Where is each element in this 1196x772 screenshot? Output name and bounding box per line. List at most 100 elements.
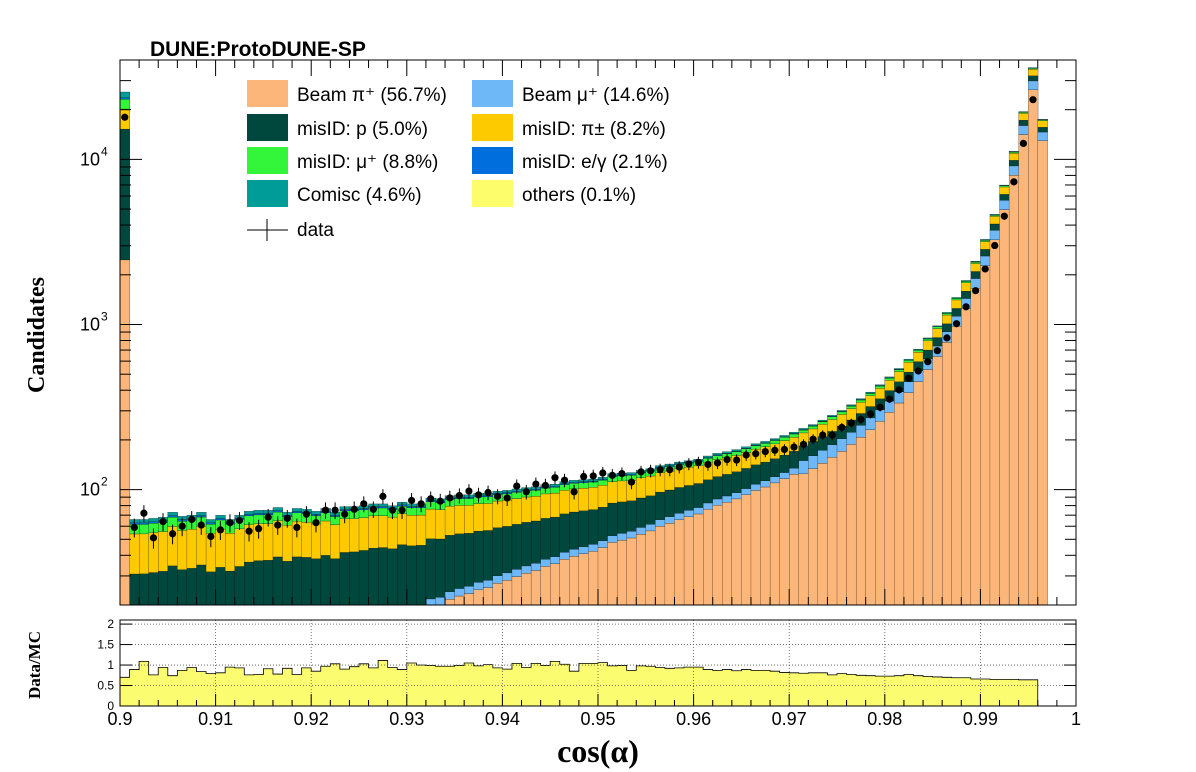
bar-cosmic-53	[626, 472, 637, 475]
data-point-82	[905, 374, 913, 382]
bar-misid_p-10	[215, 567, 226, 606]
bar-beam_pi-96	[1037, 140, 1048, 606]
bar-misid_pi-82	[903, 362, 914, 373]
bar-beam_mu-48	[578, 546, 589, 554]
bar-beam_mu-60	[693, 507, 704, 515]
bar-misid_pi-25	[358, 517, 369, 551]
bar-misid_e-16	[272, 510, 283, 513]
bar-beam_mu-73	[817, 450, 828, 464]
bar-beam_pi-52	[616, 540, 628, 606]
bar-misid_mu-27	[377, 507, 389, 516]
data-point-19	[302, 510, 311, 518]
bar-beam_pi-0	[119, 259, 130, 606]
bar-cosmic-89	[970, 261, 981, 262]
bar-cosmic-72	[808, 424, 819, 426]
data-point-72	[809, 435, 817, 443]
data-point-23	[341, 510, 349, 518]
bar-misid_mu-86	[942, 313, 953, 316]
bar-misid_pi-96	[1037, 120, 1048, 128]
bar-beam_mu-91	[989, 230, 1000, 240]
bar-misid_pi-42	[521, 496, 532, 523]
legend-label-beam_mu: Beam μ⁺ (14.6%)	[522, 85, 670, 106]
bar-misid_mu-70	[789, 433, 800, 438]
x-tick-label: 0.96	[676, 709, 711, 729]
data-point-8	[197, 521, 205, 529]
bar-cosmic-18	[291, 508, 303, 512]
legend-swatch-misid_mu	[247, 147, 288, 174]
ratio-y-tick-label: 2	[107, 617, 114, 631]
data-point-60	[694, 458, 702, 467]
bar-misid_mu-81	[894, 369, 905, 372]
bar-misid_pi-27	[377, 515, 389, 548]
data-point-80	[885, 395, 894, 403]
bar-beam_mu-46	[559, 552, 570, 560]
bar-misid_p-1	[129, 573, 140, 606]
bar-misid_pi-37	[473, 503, 484, 532]
bar-beam_mu-61	[703, 502, 714, 510]
legend-swatch-others	[472, 180, 513, 207]
bar-misid_p-47	[569, 511, 580, 550]
bar-beam_mu-41	[511, 569, 522, 577]
bar-beam_mu-34	[444, 591, 456, 600]
bar-beam_pi-61	[703, 509, 714, 606]
data-point-94	[1019, 139, 1028, 148]
data-point-17	[283, 514, 291, 522]
bar-misid_pi-43	[530, 496, 542, 522]
bar-misid_mu-82	[903, 360, 914, 363]
bar-cosmic-64	[731, 449, 742, 452]
bar-misid_pi-11	[225, 533, 236, 572]
data-point-37	[474, 491, 483, 499]
bar-misid_mu-78	[865, 393, 876, 396]
x-tick-label: 0.91	[198, 709, 233, 729]
bar-misid_pi-84	[922, 340, 934, 351]
bar-cosmic-93	[1008, 151, 1020, 152]
bar-misid_pi-45	[550, 492, 561, 518]
bar-misid_pi-38	[483, 503, 494, 531]
data-point-61	[704, 460, 712, 469]
data-point-35	[455, 491, 463, 500]
bar-misid_p-65	[741, 468, 752, 489]
data-point-55	[646, 467, 655, 475]
bar-beam_pi-73	[817, 463, 828, 606]
bar-misid_pi-34	[444, 506, 456, 536]
ratio-ticks: 0 0.5 1 1.5 2	[97, 617, 1077, 713]
bar-misid_e-47	[569, 482, 580, 484]
bar-misid_p-46	[559, 513, 570, 553]
data-point-38	[484, 488, 492, 497]
y-tick-label: 10	[80, 149, 100, 169]
bar-misid_pi-41	[511, 498, 522, 525]
bar-misid_p-41	[511, 524, 522, 570]
data-point-81	[895, 386, 903, 394]
bar-misid_p-69	[779, 454, 790, 473]
bar-misid_p-16	[272, 556, 283, 606]
bar-misid_pi-76	[846, 408, 857, 421]
bar-beam_mu-57	[664, 516, 675, 524]
data-point-51	[608, 471, 616, 479]
bar-misid_mu-69	[779, 437, 790, 441]
bar-misid_e-13	[244, 514, 255, 517]
data-point-48	[580, 472, 588, 481]
data-point-21	[321, 506, 330, 514]
bar-beam_mu-96	[1037, 131, 1048, 141]
y-tick-exponent: 3	[101, 310, 108, 324]
main-plot-data-points	[121, 96, 1037, 549]
bar-beam_pi-77	[855, 437, 867, 606]
bar-misid_pi-2	[138, 533, 150, 574]
data-point-39	[494, 492, 502, 500]
bar-beam_mu-62	[712, 498, 723, 506]
bar-misid_p-58	[674, 487, 685, 514]
y-tick-label: 10	[80, 315, 100, 335]
bar-misid_p-38	[483, 530, 494, 581]
data-point-47	[570, 488, 578, 496]
bar-beam_pi-38	[483, 587, 494, 606]
bar-beam_pi-85	[932, 356, 943, 606]
bar-misid_p-29	[397, 544, 408, 606]
y-tick-exponent: 4	[101, 144, 108, 158]
x-tick-label: 0.95	[580, 709, 615, 729]
data-point-85	[933, 347, 941, 355]
bar-misid_e-5	[167, 515, 178, 518]
data-point-4	[159, 517, 167, 526]
bar-beam_mu-51	[607, 535, 618, 543]
bar-beam_pi-66	[750, 490, 761, 606]
data-point-66	[752, 450, 760, 458]
